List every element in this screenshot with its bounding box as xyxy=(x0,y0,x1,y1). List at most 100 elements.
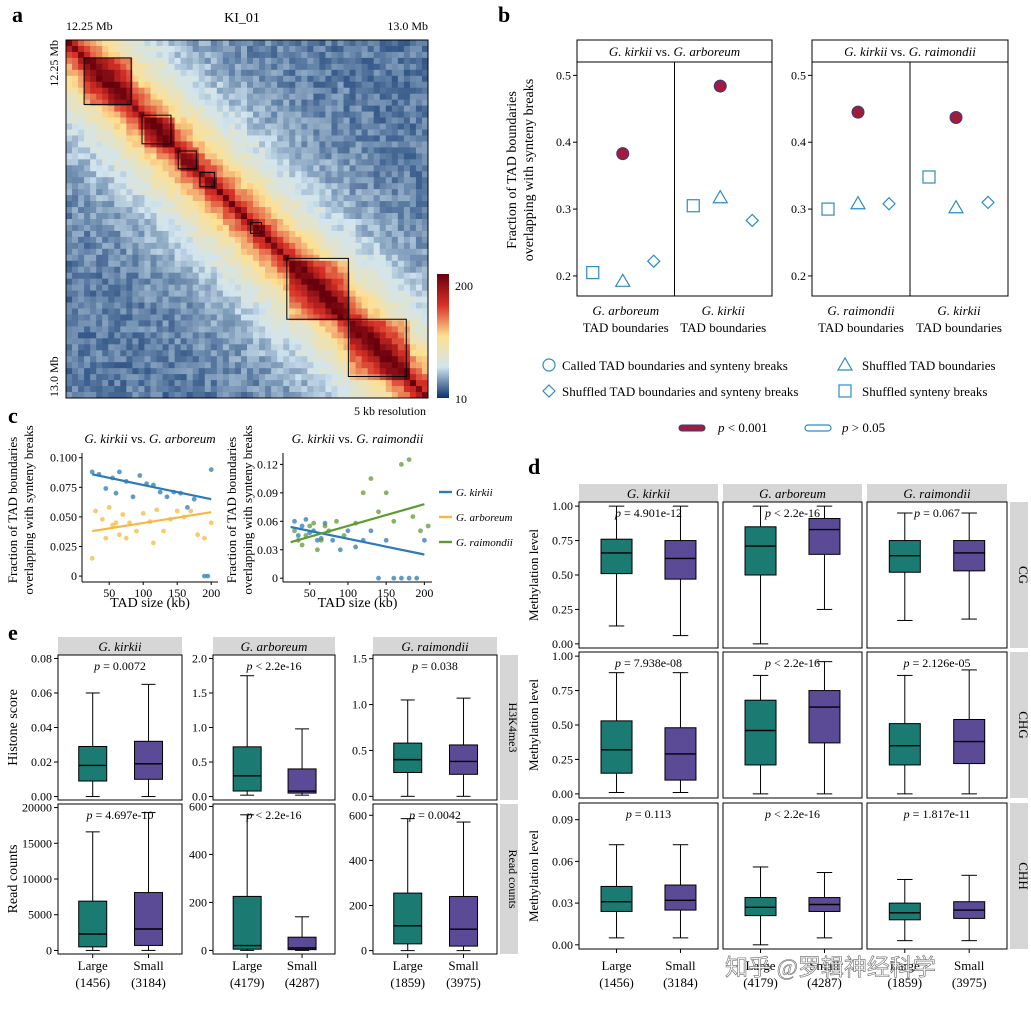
heatmap-cell xyxy=(210,302,218,309)
heatmap-cell xyxy=(421,183,428,190)
heatmap-cell xyxy=(319,392,326,398)
heatmap-cell xyxy=(156,368,163,375)
heatmap-cell xyxy=(228,153,236,160)
heatmap-cell xyxy=(96,344,103,351)
heatmap-cell xyxy=(132,332,139,339)
heatmap-cell xyxy=(204,87,212,95)
heatmap-cell xyxy=(409,171,417,178)
heatmap-cell xyxy=(66,290,73,297)
heatmap-cell xyxy=(96,69,103,77)
c-point-kirkii xyxy=(422,537,427,543)
heatmap-cell xyxy=(150,272,157,280)
heatmap-cell xyxy=(295,230,302,238)
heatmap-cell xyxy=(421,320,428,327)
heatmap-cell xyxy=(228,40,236,47)
heatmap-cell xyxy=(385,374,393,381)
heatmap-cell xyxy=(210,105,218,112)
heatmap-cell xyxy=(343,123,350,130)
heatmap-cell xyxy=(96,260,103,268)
heatmap-cell xyxy=(186,219,194,226)
heatmap-cell xyxy=(361,171,369,178)
heatmap-cell xyxy=(325,380,332,387)
heatmap-cell xyxy=(295,213,302,220)
heatmap-cell xyxy=(361,338,369,345)
heatmap-cell xyxy=(90,57,97,65)
heatmap-cell xyxy=(253,368,260,375)
heatmap-cell xyxy=(138,171,145,178)
heatmap-cell xyxy=(397,51,405,59)
heatmap-cell xyxy=(247,326,254,333)
heatmap-cell xyxy=(162,338,169,345)
heatmap-cell xyxy=(301,368,308,375)
heatmap-cell xyxy=(313,236,320,244)
heatmap-cell xyxy=(277,40,284,47)
heatmap-cell xyxy=(216,165,224,172)
heatmap-cell xyxy=(72,177,79,184)
heatmap-cell xyxy=(222,81,230,89)
b-point-called xyxy=(713,79,727,93)
heatmap-cell xyxy=(421,45,428,53)
heatmap-cell xyxy=(192,213,200,220)
heatmap-cell xyxy=(168,159,175,166)
heatmap-cell xyxy=(289,320,296,327)
heatmap-cell xyxy=(409,141,417,148)
heatmap-cell xyxy=(192,362,200,369)
heatmap-cell xyxy=(222,111,230,118)
heatmap-cell xyxy=(66,93,73,101)
heatmap-cell xyxy=(162,99,169,107)
heatmap-cell xyxy=(289,284,296,291)
heatmap-cell xyxy=(120,224,127,232)
heatmap-cell xyxy=(277,99,284,107)
heatmap-cell xyxy=(319,177,326,184)
heatmap-cell xyxy=(78,183,85,190)
panel-d-methylation-boxplots: dG. kirkii G. arboreum G. raimondiiCGMethy… xyxy=(526,454,1031,990)
d-row-strip-label: CHH xyxy=(1016,862,1031,889)
heatmap-cell xyxy=(114,213,121,220)
heatmap-cell xyxy=(216,195,224,202)
heatmap-cell xyxy=(138,320,145,327)
heatmap-cell xyxy=(174,272,182,280)
heatmap-cell xyxy=(222,368,230,375)
heatmap-cell xyxy=(403,374,411,381)
heatmap-cell xyxy=(114,392,121,398)
heatmap-cell xyxy=(343,326,350,333)
heatmap-cell xyxy=(403,392,411,398)
heatmap-cell xyxy=(277,159,284,166)
heatmap-cell xyxy=(78,189,85,196)
heatmap-cell xyxy=(204,93,212,101)
heatmap-cell xyxy=(301,320,308,327)
heatmap-cell xyxy=(367,224,375,232)
heatmap-cell xyxy=(325,159,332,166)
heatmap-cell xyxy=(180,254,188,262)
heatmap-cell xyxy=(180,213,188,220)
heatmap-cell xyxy=(379,153,387,160)
heatmap-cell xyxy=(283,141,290,148)
heatmap-cell xyxy=(234,338,242,345)
heatmap-cell xyxy=(325,105,332,112)
heatmap-cell xyxy=(367,290,375,297)
heatmap-cell xyxy=(283,350,290,357)
heatmap-cell xyxy=(120,278,127,286)
heatmap-cell xyxy=(102,266,109,274)
heatmap-cell xyxy=(210,81,218,89)
heatmap-cell xyxy=(337,392,344,398)
heatmap-cell xyxy=(150,386,157,393)
heatmap-cell xyxy=(210,296,218,303)
heatmap-cell xyxy=(180,99,188,107)
heatmap-cell xyxy=(144,40,151,47)
heatmap-cell xyxy=(337,147,344,154)
heatmap-cell xyxy=(180,296,188,303)
heatmap-cell xyxy=(307,153,314,160)
heatmap-cell xyxy=(367,236,375,244)
heatmap-cell xyxy=(307,326,314,333)
heatmap-cell xyxy=(355,63,363,71)
heatmap-cell xyxy=(78,242,85,250)
heatmap-cell xyxy=(307,344,314,351)
heatmap-cell xyxy=(307,386,314,393)
c-point-raimondii xyxy=(410,514,416,519)
heatmap-cell xyxy=(259,129,266,136)
heatmap-cell xyxy=(373,314,381,321)
e-ytick-label: 600 xyxy=(189,799,207,813)
heatmap-cell xyxy=(162,350,169,357)
heatmap-cell xyxy=(204,230,212,238)
